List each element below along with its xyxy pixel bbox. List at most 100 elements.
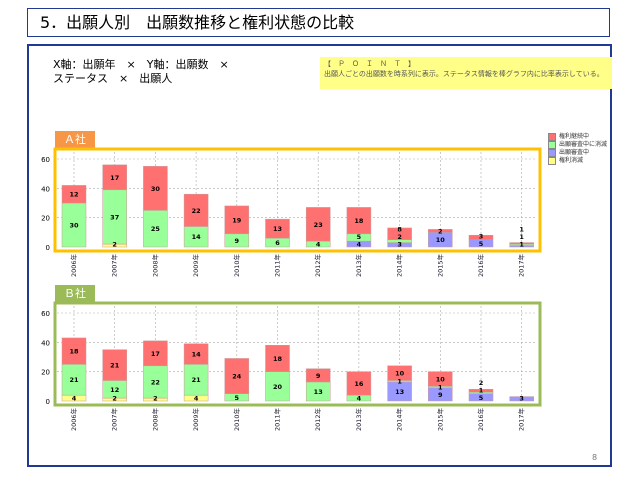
x-tick-label: 2012年 <box>313 408 322 432</box>
chart-frame <box>53 301 542 407</box>
legend-item: 権利継続中 <box>548 133 607 141</box>
bar-segment <box>509 242 534 245</box>
company-a-tab: Ａ社 <box>55 131 95 149</box>
x-tick-label: 2007年 <box>110 408 119 432</box>
data-label: 4 <box>357 395 362 403</box>
x-tick-label: 2010年 <box>232 408 241 432</box>
x-tick-label: 2013年 <box>354 408 363 432</box>
axes-line-1: X軸：出願年 × Y軸：出願数 × <box>53 58 229 71</box>
data-label: 25 <box>151 225 161 233</box>
data-label: 21 <box>110 362 120 370</box>
bar-segment <box>468 389 494 393</box>
bar-segment <box>102 349 127 381</box>
bar-segment <box>61 202 87 248</box>
bar-segment <box>265 345 290 372</box>
chart-frame <box>53 147 542 253</box>
data-label: 18 <box>69 348 79 356</box>
point-box: 【 Ｐ Ｏ Ｉ Ｎ Ｔ 】 出願人ごとの出願数を時系列に表示。ステータス情報を棒… <box>320 57 612 89</box>
x-tick-label: 2011年 <box>273 408 282 432</box>
data-label: 4 <box>316 241 321 249</box>
data-label: 2 <box>112 395 117 403</box>
bar-segment <box>102 164 127 191</box>
bar-segment <box>143 210 168 248</box>
data-label: 14 <box>192 351 202 359</box>
bar-segment <box>61 364 87 396</box>
data-label: 23 <box>314 221 323 229</box>
data-label: 8 <box>397 226 402 234</box>
data-label: 9 <box>438 391 443 399</box>
legend-item: 出願審査中に消滅 <box>548 141 607 149</box>
data-label: 17 <box>110 174 119 182</box>
data-label: 21 <box>192 376 202 384</box>
data-label: 1 <box>438 383 443 391</box>
data-label: 16 <box>354 380 364 388</box>
x-tick-label: 2008年 <box>150 408 159 432</box>
data-label: 30 <box>151 185 161 193</box>
bar-segment <box>61 337 87 365</box>
data-label: 5 <box>479 394 484 402</box>
data-label: 24 <box>232 373 242 381</box>
axes-line-2: ステータス × 出願人 <box>53 72 173 85</box>
bar-segment <box>305 207 331 242</box>
y-tick-label: 60 <box>41 156 50 164</box>
data-label: 2 <box>438 227 443 235</box>
x-tick-label: 2011年 <box>273 254 282 278</box>
data-label: 20 <box>273 383 283 391</box>
legend-swatch <box>548 133 556 141</box>
y-tick-label: 0 <box>46 244 50 252</box>
y-tick-label: 40 <box>41 339 50 347</box>
bar-segment <box>61 185 87 204</box>
x-tick-label: 2015年 <box>435 408 444 432</box>
x-tick-label: 2007年 <box>110 254 119 278</box>
bar-segment <box>428 229 453 233</box>
company-b-tab: Ｂ社 <box>55 285 95 303</box>
point-text: 出願人ごとの出願数を時系列に表示。ステータス情報を棒グラフ内に比率表示している。 <box>324 70 604 78</box>
page-title: 5．出願人別 出願数推移と権利状態の比較 <box>27 8 610 37</box>
data-label: 22 <box>192 207 201 215</box>
x-tick-label: 2012年 <box>313 254 322 278</box>
x-tick-label: 2016年 <box>476 254 485 278</box>
page-number: 8 <box>592 453 598 462</box>
x-tick-label: 2008年 <box>150 254 159 278</box>
y-tick-label: 40 <box>41 185 50 193</box>
data-label: 2 <box>397 233 402 241</box>
legend-swatch <box>548 149 556 157</box>
x-tick-label: 2006年 <box>69 408 78 432</box>
data-label: 4 <box>194 395 199 403</box>
bar-segment <box>428 371 453 387</box>
data-label: 2 <box>112 241 117 249</box>
data-label: 13 <box>273 225 282 233</box>
data-label: 9 <box>316 372 321 380</box>
data-label: 5 <box>235 394 240 402</box>
data-label: 4 <box>357 241 362 249</box>
y-tick-label: 20 <box>41 369 50 377</box>
data-label: 2 <box>479 379 484 387</box>
data-label: 10 <box>436 236 446 244</box>
x-tick-label: 2013年 <box>354 254 363 278</box>
legend: 権利継続中 出願審査中に消滅 出願審査中 権利消滅 <box>548 133 607 165</box>
data-label: 1 <box>397 378 402 386</box>
x-tick-label: 2009年 <box>191 254 200 278</box>
legend-swatch <box>548 157 556 165</box>
x-tick-label: 2017年 <box>517 254 526 278</box>
y-tick-label: 0 <box>46 398 50 406</box>
x-tick-label: 2017年 <box>517 408 526 432</box>
data-label: 6 <box>275 239 280 247</box>
y-tick-label: 60 <box>41 310 50 318</box>
bar-segment <box>346 371 372 396</box>
data-label: 19 <box>232 216 242 224</box>
bar-segment <box>102 189 127 245</box>
data-label: 18 <box>354 217 364 225</box>
x-tick-label: 2016年 <box>476 408 485 432</box>
chart-1: 0204060421182006年212212007年222172008年421… <box>41 301 542 432</box>
point-heading: 【 Ｐ Ｏ Ｉ Ｎ Ｔ 】 <box>324 60 415 68</box>
data-label: 21 <box>69 376 79 384</box>
x-tick-label: 2006年 <box>69 254 78 278</box>
data-label: 18 <box>273 355 283 363</box>
legend-item: 権利消滅 <box>548 157 607 165</box>
data-label: 3 <box>479 232 484 240</box>
bar-segment <box>143 340 168 367</box>
content-frame <box>27 44 612 467</box>
data-label: 12 <box>69 191 78 199</box>
